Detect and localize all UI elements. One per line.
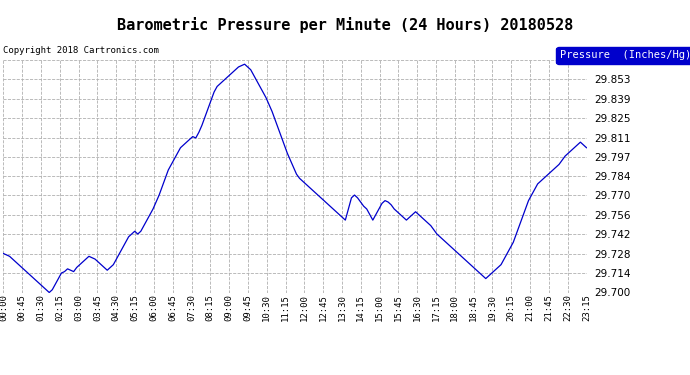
Text: Barometric Pressure per Minute (24 Hours) 20180528: Barometric Pressure per Minute (24 Hours… [117, 17, 573, 33]
Legend: Pressure  (Inches/Hg): Pressure (Inches/Hg) [556, 46, 690, 64]
Text: Copyright 2018 Cartronics.com: Copyright 2018 Cartronics.com [3, 46, 159, 56]
